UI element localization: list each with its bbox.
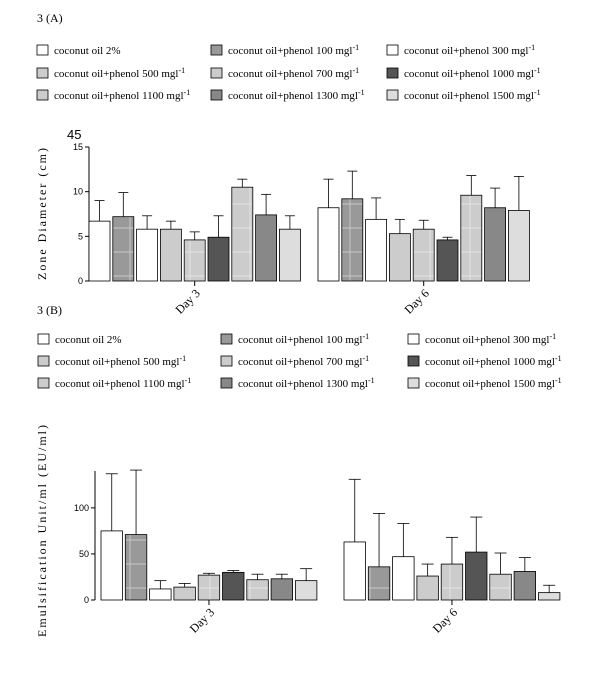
legend-b-label-1: coconut oil+phenol 100 mgl-1: [238, 332, 369, 346]
legend-b-label-4: coconut oil+phenol 700 mgl-1: [238, 354, 369, 368]
legend-b-label-3: coconut oil+phenol 500 mgl-1: [55, 354, 186, 368]
chart-b-bar-1-8: [538, 592, 561, 601]
chart-b-ytick-label-1: 50: [79, 549, 89, 559]
chart-a-bar-0-7: [255, 214, 278, 282]
legend-a-label-2: coconut oil+phenol 300 mgl-1: [404, 43, 535, 57]
legend-b-label-2: coconut oil+phenol 300 mgl-1: [425, 332, 556, 346]
chart-b-bar-pattern-1-6: [490, 574, 511, 600]
legend-a-label-5: coconut oil+phenol 1000 mgl-1: [404, 66, 541, 80]
legend-a-swatch-2: [386, 44, 399, 56]
legend-a-label-1: coconut oil+phenol 100 mgl-1: [228, 43, 359, 57]
chart-a-bar-1-7: [484, 207, 507, 282]
chart-a-ylabel: Zone Diameter (cm): [35, 146, 49, 280]
legend-b-swatch-0: [37, 333, 50, 345]
chart-a-bar-pattern-1-6: [461, 195, 482, 281]
chart-a-bar-1-2: [365, 218, 388, 282]
chart-b-bar-pattern-1-4: [441, 564, 463, 600]
chart-a-ytick-label-1: 5: [78, 231, 83, 241]
chart-b-ylabel: Emulsification Unit/ml (EU/ml): [35, 423, 49, 637]
legend-a-label-7: coconut oil+phenol 1300 mgl-1: [228, 88, 365, 102]
legend-a-label-4: coconut oil+phenol 700 mgl-1: [228, 66, 359, 80]
panel-a-label: 3 (A): [37, 11, 63, 25]
chart-a: 0 5 10 15 Day 3 Day 6: [73, 142, 530, 317]
chart-a-bar-1-5: [436, 239, 459, 282]
legend-a-label-3: coconut oil+phenol 500 mgl-1: [54, 66, 185, 80]
chart-b-bar-pattern-1-1: [368, 567, 390, 600]
legend-a-swatch-8: [386, 89, 399, 101]
legend-b-label-6: coconut oil+phenol 1100 mgl-1: [55, 376, 191, 390]
chart-b-ytick-label-2: 100: [74, 503, 89, 513]
chart-b-bar-pattern-0-4: [198, 575, 220, 600]
legend-b-swatch-3: [37, 355, 50, 367]
chart-b-category-label-0: Day 3: [187, 605, 217, 635]
chart-b-bar-0-7: [270, 578, 294, 601]
legend-a-label-8: coconut oil+phenol 1500 mgl-1: [404, 88, 541, 102]
legend-b-swatch-1: [220, 333, 233, 345]
legend-b: coconut oil 2% coconut oil+phenol 100 mgl…: [37, 332, 562, 390]
legend-a-swatch-7: [210, 89, 223, 101]
legend-b-label-7: coconut oil+phenol 1300 mgl-1: [238, 376, 375, 390]
chart-b-bar-1-7: [513, 571, 536, 601]
chart-b-bar-1-0: [343, 541, 366, 601]
legend-b-swatch-7: [220, 377, 233, 389]
legend-a-swatch-3: [36, 67, 49, 79]
chart-a-bar-pattern-0-6: [232, 187, 253, 281]
chart-b-bar-0-5: [222, 571, 245, 601]
chart-a-bar-pattern-0-4: [184, 240, 205, 281]
chart-b: 0 50 100 Day 3 Day 6: [74, 469, 561, 636]
chart-a-bar-1-3: [388, 233, 411, 282]
chart-a-ytick-label-3: 15: [73, 142, 83, 152]
chart-a-ytick-label-0: 0: [78, 276, 83, 286]
chart-a-bar-1-0: [317, 207, 340, 282]
legend-a-label-6: coconut oil+phenol 1100 mgl-1: [54, 88, 190, 102]
chart-b-bar-0-0: [100, 530, 123, 601]
legend-b-swatch-4: [220, 355, 233, 367]
chart-a-bar-0-0: [88, 220, 111, 282]
chart-a-ytick-label-2: 10: [73, 187, 83, 197]
chart-b-category-label-1: Day 6: [430, 605, 460, 635]
chart-a-bar-pattern-1-1: [342, 199, 363, 281]
chart-b-bar-pattern-0-6: [247, 580, 268, 600]
legend-a-swatch-1: [210, 44, 223, 56]
chart-b-bar-pattern-0-1: [125, 535, 147, 600]
legend-b-label-8: coconut oil+phenol 1500 mgl-1: [425, 376, 562, 390]
legend-a: coconut oil 2% coconut oil+phenol 100 mgl…: [36, 43, 541, 102]
chart-a-bar-0-2: [136, 228, 159, 282]
chart-a-bar-0-8: [278, 228, 301, 282]
chart-a-bar-pattern-1-4: [413, 229, 434, 281]
legend-a-swatch-4: [210, 67, 223, 79]
legend-b-swatch-2: [407, 333, 420, 345]
chart-a-category-label-0: Day 3: [172, 286, 202, 316]
chart-b-bar-1-3: [416, 575, 439, 601]
legend-a-swatch-5: [386, 67, 399, 79]
chart-a-bar-0-3: [159, 228, 182, 282]
chart-b-bar-0-8: [294, 580, 318, 601]
chart-a-bar-pattern-0-1: [113, 217, 134, 281]
chart-a-bar-1-8: [507, 210, 530, 282]
chart-b-ytick-label-0: 0: [84, 595, 89, 605]
chart-b-bar-1-5: [465, 551, 488, 601]
legend-b-swatch-8: [407, 377, 420, 389]
panel-a-extra-label: 45: [67, 127, 81, 142]
chart-a-category-label-1: Day 6: [401, 286, 431, 316]
chart-b-bar-1-2: [392, 556, 415, 601]
legend-b-swatch-6: [37, 377, 50, 389]
chart-b-bar-0-3: [173, 586, 196, 601]
legend-b-label-0: coconut oil 2%: [55, 334, 122, 346]
chart-a-bar-0-5: [207, 236, 230, 282]
panel-b-label: 3 (B): [37, 303, 62, 317]
legend-b-swatch-5: [407, 355, 420, 367]
legend-a-label-0: coconut oil 2%: [54, 45, 121, 57]
legend-a-swatch-6: [36, 89, 49, 101]
legend-a-swatch-0: [36, 44, 49, 56]
legend-b-label-5: coconut oil+phenol 1000 mgl-1: [425, 354, 562, 368]
chart-b-bar-0-2: [149, 588, 172, 601]
